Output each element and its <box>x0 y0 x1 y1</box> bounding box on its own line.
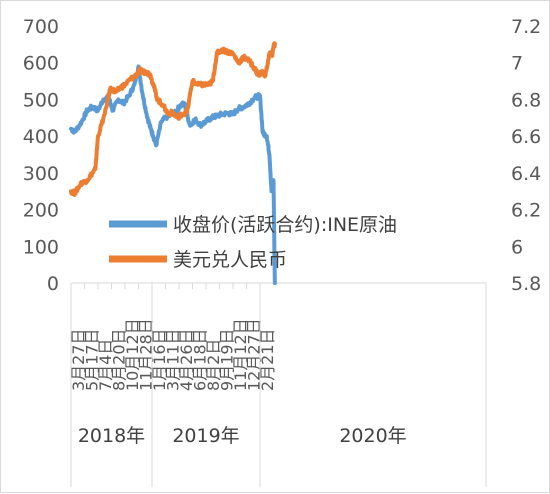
chart-series-lines <box>69 41 277 285</box>
left-axis-tick-label: 0 <box>47 273 59 295</box>
left-axis-tick-label: 700 <box>23 16 59 38</box>
legend-label-crude-oil: 收盘价(活跃合约):INE原油 <box>173 214 397 236</box>
left-axis-tick-label: 300 <box>23 163 59 185</box>
right-axis-tick-label: 7.2 <box>511 16 541 38</box>
left-axis-tick-label: 200 <box>23 200 59 222</box>
left-axis-tick-label: 100 <box>23 236 59 258</box>
x-axis-tick-label: 1月16日 <box>150 328 169 391</box>
right-axis-tick-label: 6 <box>511 236 523 258</box>
series-line-usd-cny <box>69 41 277 197</box>
right-axis-tick-label: 7 <box>511 53 523 75</box>
year-group-label: 2019年 <box>172 425 239 447</box>
right-axis-tick-label: 6.2 <box>511 200 541 222</box>
x-axis-tick-label: 8月20日 <box>109 328 128 391</box>
right-axis-tick-label: 6.4 <box>511 163 541 185</box>
x-axis-tick-label: 9月19日 <box>217 328 236 391</box>
x-axis-tick-label: 8月2日 <box>204 339 223 391</box>
year-group-label: 2018年 <box>78 425 145 447</box>
x-axis-tick-label: 2月21日 <box>258 328 277 391</box>
x-axis-tick-label: 3月11日 <box>163 328 182 391</box>
right-axis-tick-label: 6.8 <box>511 89 541 111</box>
x-axis-tick-label: 5月17日 <box>82 328 101 391</box>
x-axis-tick-label: 7月4日 <box>96 339 115 391</box>
x-axis-tick-label: 11月28日 <box>136 318 155 391</box>
chart-legend: 收盘价(活跃合约):INE原油 美元兑人民币 <box>109 214 397 271</box>
x-axis-tick-label: 10月12日 <box>123 318 142 391</box>
x-axis-tick-label: 6月18日 <box>190 328 209 391</box>
right-axis-tick-label: 6.6 <box>511 126 541 148</box>
legend-label-usd-cny: 美元兑人民币 <box>173 249 287 271</box>
x-axis-tick-label: 3月27日 <box>69 328 88 391</box>
chart-axes: 0 100 200 300 400 500 600 700 5.8 6 6.2 6.4 6.6 6.8 7 7… <box>23 16 541 487</box>
left-axis-tick-label: 500 <box>23 89 59 111</box>
x-axis-tick-label: 11月12日 <box>231 318 250 391</box>
x-axis-tick-label: 4月26日 <box>177 328 196 391</box>
series-line-crude-oil <box>69 64 277 285</box>
year-group-label: 2020年 <box>339 425 406 447</box>
right-axis-tick-label: 5.8 <box>511 273 541 295</box>
left-axis-tick-label: 400 <box>23 126 59 148</box>
x-axis-tick-label: 12月27日 <box>244 318 263 391</box>
left-axis-tick-label: 600 <box>23 53 59 75</box>
